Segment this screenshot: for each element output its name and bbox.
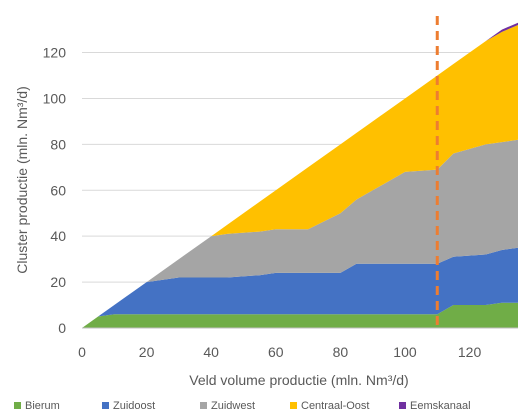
legend-item: Zuidoost — [102, 400, 155, 412]
y-tick-label: 80 — [50, 136, 66, 152]
y-tick-label: 20 — [50, 274, 66, 290]
legend-swatch — [200, 402, 207, 409]
y-tick-label: 60 — [50, 182, 66, 198]
legend-swatch — [399, 402, 406, 409]
legend-label: Zuidoost — [113, 400, 155, 412]
legend-swatch — [290, 402, 297, 409]
y-axis-label: Cluster productie (mln. Nm³/d) — [14, 86, 30, 274]
y-tick-label: 0 — [58, 320, 66, 336]
area-series — [82, 22, 518, 328]
y-tick-label: 120 — [43, 45, 67, 61]
x-tick-label: 20 — [139, 344, 155, 360]
legend: Bierum Zuidoost Zuidwest Centraal-Oost Eemsk… — [14, 400, 471, 412]
y-tick-label: 40 — [50, 228, 66, 244]
area-centraal-oost — [82, 25, 518, 328]
x-tick-label: 0 — [78, 344, 86, 360]
legend-label: Centraal-Oost — [301, 400, 369, 412]
legend-swatch — [14, 402, 21, 409]
legend-item: Zuidwest — [200, 400, 255, 412]
x-tick-label: 80 — [333, 344, 349, 360]
y-tick-label: 100 — [43, 90, 67, 106]
x-axis-label: Veld volume productie (mln. Nm³/d) — [189, 372, 408, 388]
axes: 0 20 40 60 80 100 120 0 20 40 60 80 100 120 — [43, 45, 518, 360]
area-bierum — [82, 302, 518, 328]
x-tick-label: 60 — [268, 344, 284, 360]
legend-label: Eemskanaal — [410, 400, 471, 412]
legend-swatch — [102, 402, 109, 409]
legend-item: Bierum — [14, 400, 60, 412]
x-tick-label: 120 — [458, 344, 482, 360]
area-zuidoost — [82, 247, 518, 328]
x-tick-label: 40 — [203, 344, 219, 360]
legend-item: Centraal-Oost — [290, 400, 369, 412]
x-tick-label: 100 — [393, 344, 417, 360]
legend-label: Bierum — [25, 400, 60, 412]
legend-label: Zuidwest — [211, 400, 255, 412]
area-zuidwest — [82, 139, 518, 328]
legend-item: Eemskanaal — [399, 400, 471, 412]
